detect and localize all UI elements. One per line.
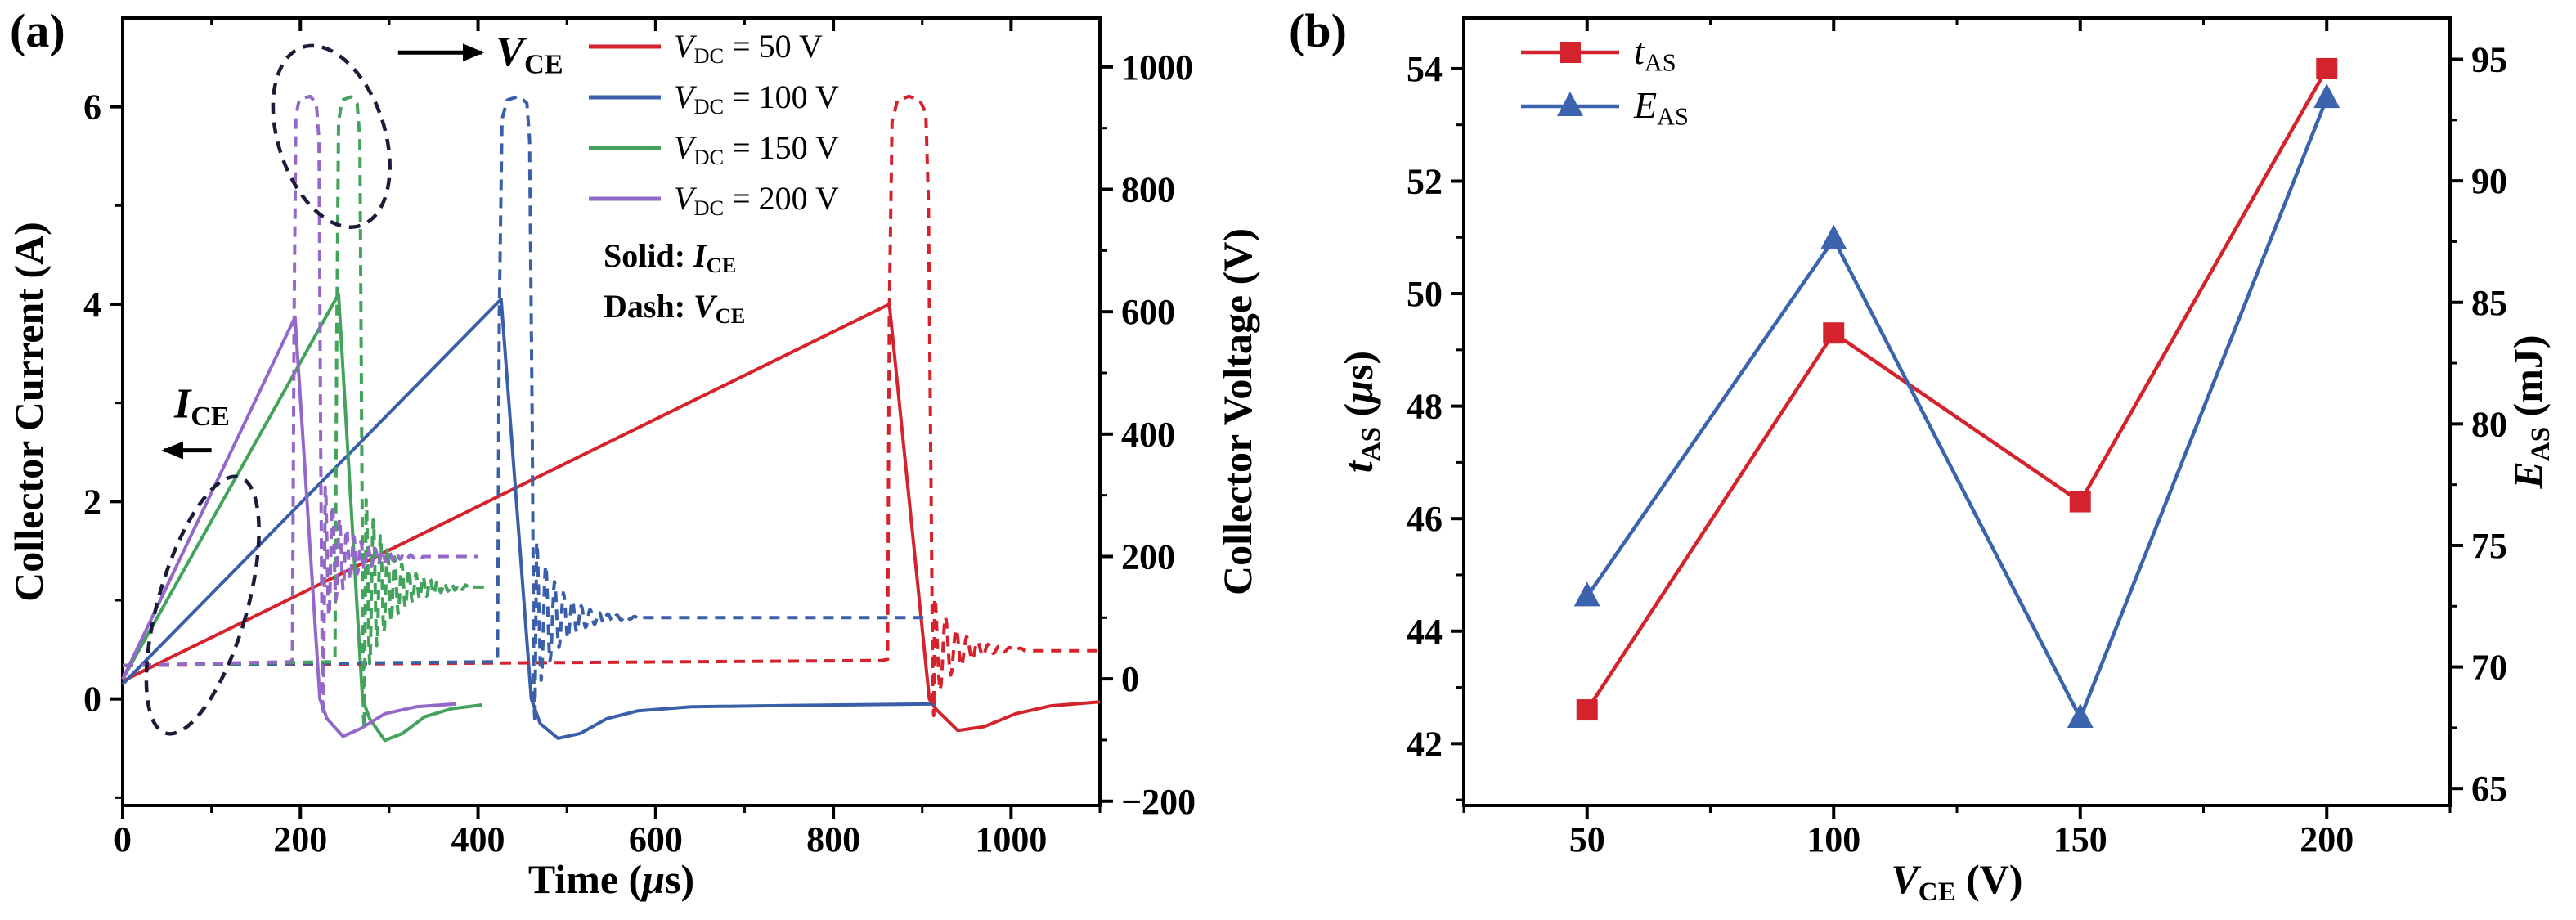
svg-text:600: 600 xyxy=(1121,292,1175,332)
svg-text:200: 200 xyxy=(273,819,327,859)
svg-text:0: 0 xyxy=(114,819,132,859)
svg-text:2: 2 xyxy=(83,482,101,522)
svg-text:1000: 1000 xyxy=(1121,47,1193,88)
svg-text:ICE: ICE xyxy=(173,381,230,432)
svg-text:65: 65 xyxy=(2471,769,2507,809)
svg-text:54: 54 xyxy=(1407,49,1443,89)
panel-a: (a) 0 200 400 600 800 1000 0 2 4 6 −200 0 200 400 600 8… xyxy=(0,0,1276,920)
svg-text:42: 42 xyxy=(1407,724,1443,764)
svg-text:95: 95 xyxy=(2471,40,2507,80)
svg-text:200: 200 xyxy=(2300,819,2354,859)
svg-text:400: 400 xyxy=(451,819,505,859)
svg-text:90: 90 xyxy=(2471,161,2507,201)
avalanche-metrics-chart-svg: 50 100 150 200 42 44 46 48 50 52 54 65 70 75 80 85 90 95 V… xyxy=(1335,16,2556,907)
svg-text:800: 800 xyxy=(1121,170,1175,210)
svg-text:6: 6 xyxy=(83,88,101,128)
svg-text:VDC = 50 V: VDC = 50 V xyxy=(674,28,823,68)
svg-text:0: 0 xyxy=(83,680,101,720)
svg-text:tAS: tAS xyxy=(1634,30,1676,76)
svg-text:VCE (V): VCE (V) xyxy=(1891,856,2022,907)
svg-text:Solid: ICE: Solid: ICE xyxy=(604,237,736,277)
svg-text:1000: 1000 xyxy=(975,819,1047,859)
svg-text:800: 800 xyxy=(806,819,860,859)
svg-text:VCE: VCE xyxy=(496,29,563,79)
svg-text:50: 50 xyxy=(1407,274,1443,314)
svg-text:VDC = 200 V: VDC = 200 V xyxy=(674,180,839,220)
svg-text:44: 44 xyxy=(1407,612,1443,652)
svg-text:EAS: EAS xyxy=(1633,84,1689,130)
svg-text:400: 400 xyxy=(1121,415,1175,455)
svg-text:150: 150 xyxy=(2053,819,2107,859)
waveform-chart-svg: 0 200 400 600 800 1000 0 2 4 6 −200 0 200 400 600 800 10… xyxy=(6,16,1260,902)
svg-text:80: 80 xyxy=(2471,404,2507,444)
svg-text:4: 4 xyxy=(83,285,101,325)
svg-text:100: 100 xyxy=(1806,819,1860,859)
svg-text:Collector Voltage (V): Collector Voltage (V) xyxy=(1214,228,1260,595)
svg-text:−200: −200 xyxy=(1121,782,1196,822)
svg-text:EAS (mJ): EAS (mJ) xyxy=(2505,335,2556,490)
svg-text:VDC = 100 V: VDC = 100 V xyxy=(674,79,839,119)
panel-b-label: (b) xyxy=(1289,4,1347,57)
svg-text:75: 75 xyxy=(2471,526,2507,566)
svg-text:48: 48 xyxy=(1407,387,1443,427)
svg-text:Time (μs): Time (μs) xyxy=(528,856,694,902)
svg-text:VDC = 150 V: VDC = 150 V xyxy=(674,129,839,169)
svg-text:46: 46 xyxy=(1407,499,1443,539)
svg-text:Dash: VCE: Dash: VCE xyxy=(604,288,745,328)
svg-text:tAS (μs): tAS (μs) xyxy=(1335,351,1386,473)
svg-text:50: 50 xyxy=(1569,819,1605,859)
svg-text:70: 70 xyxy=(2471,648,2507,688)
svg-text:200: 200 xyxy=(1121,536,1175,577)
svg-text:85: 85 xyxy=(2471,283,2507,323)
panel-a-label: (a) xyxy=(10,4,65,57)
panel-b: (b) 50 100 150 200 42 44 46 48 50 52 54 65 70 75 80 85 9… xyxy=(1276,0,2576,920)
svg-text:Collector Current (A): Collector Current (A) xyxy=(6,222,52,602)
svg-text:52: 52 xyxy=(1407,161,1443,201)
svg-text:0: 0 xyxy=(1121,659,1139,699)
svg-text:600: 600 xyxy=(629,819,683,859)
